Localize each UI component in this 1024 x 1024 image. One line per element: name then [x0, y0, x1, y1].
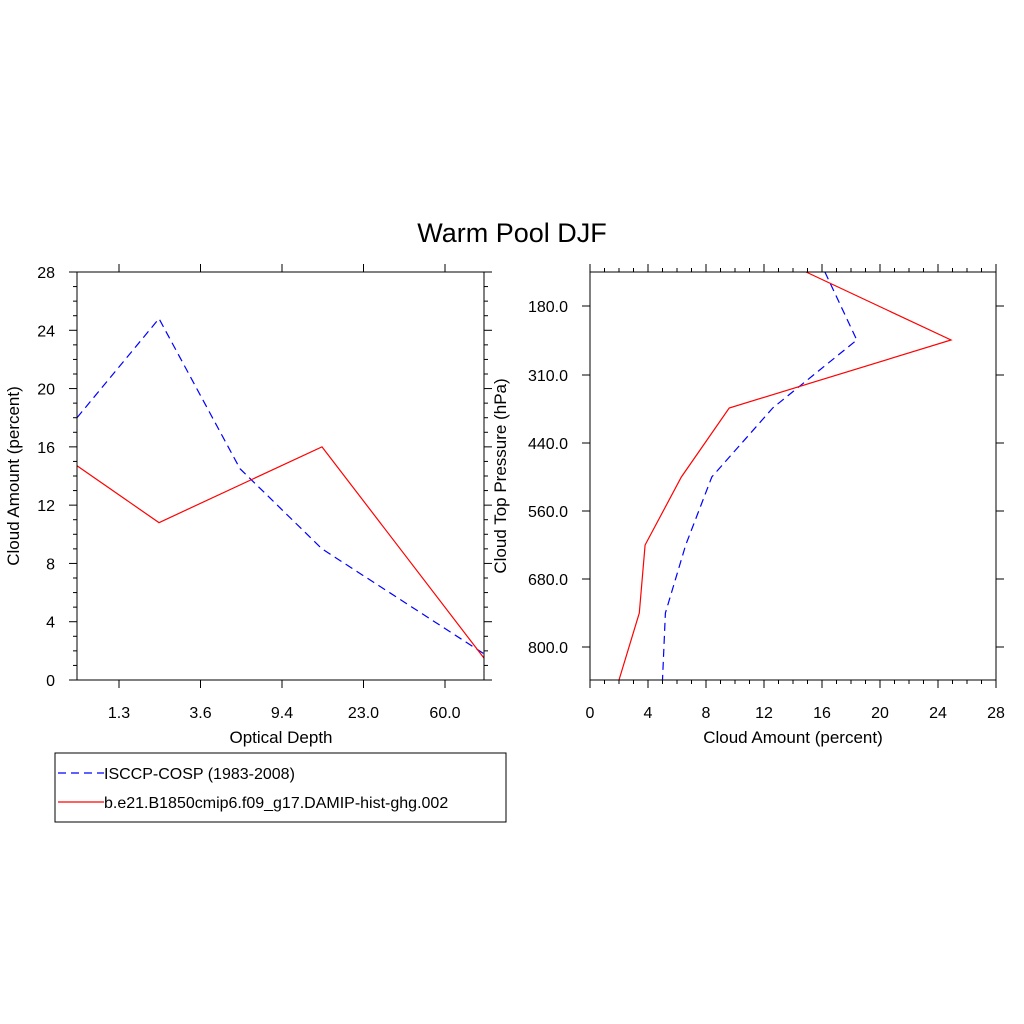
left-xlabel: Optical Depth: [230, 728, 333, 747]
left-plot-frame: [76, 271, 485, 681]
right-ylabel: Cloud Top Pressure (hPa): [491, 378, 510, 573]
right-ytick-label: 680.0: [528, 572, 568, 589]
left-ytick-label: 12: [37, 498, 55, 515]
right-xtick-label: 16: [813, 705, 831, 722]
legend-box: [54, 752, 507, 823]
left-ytick-label: 0: [46, 673, 55, 690]
right-series-isccp: [661, 271, 858, 681]
right-tick-labels: 0 4 8 12 16 20 24 28 180.0 310.0 440.0 560.0 680.0 80…: [528, 299, 1005, 722]
right-ytick-label: 180.0: [528, 299, 568, 316]
left-ytick-label: 8: [46, 556, 55, 573]
left-ytick-label: 24: [37, 323, 55, 340]
legend-label-isccp: ISCCP-COSP (1983-2008): [104, 766, 295, 783]
right-xlabel: Cloud Amount (percent): [703, 728, 883, 747]
right-ytick-label: 310.0: [528, 368, 568, 385]
right-xtick-label: 24: [929, 705, 947, 722]
left-xtick-label: 1.3: [108, 705, 130, 722]
left-xtick-label: 23.0: [348, 705, 379, 722]
left-ticks: [69, 264, 492, 688]
right-xtick-label: 0: [586, 705, 595, 722]
legend: ISCCP-COSP (1983-2008) b.e21.B1850cmip6.…: [54, 752, 507, 823]
right-series-model: [618, 271, 953, 681]
right-ytick-label: 440.0: [528, 436, 568, 453]
legend-label-model: b.e21.B1850cmip6.f09_g17.DAMIP-hist-ghg.…: [104, 795, 448, 812]
left-series: [76, 317, 485, 659]
left-ytick-label: 4: [46, 615, 55, 632]
left-ytick-label: 16: [37, 440, 55, 457]
right-xtick-label: 28: [987, 705, 1005, 722]
right-plot-frame: [589, 271, 997, 681]
left-ytick-label: 28: [37, 265, 55, 282]
left-ytick-label: 20: [37, 382, 55, 399]
right-xtick-label: 8: [702, 705, 711, 722]
left-panel: 0 4 8 12 16 20 24 28 1.3 3.6 9.4 23.0 60.0 Optical D…: [4, 264, 492, 747]
right-ytick-label: 560.0: [528, 504, 568, 521]
left-xtick-label: 60.0: [429, 705, 460, 722]
right-ytick-label: 800.0: [528, 640, 568, 657]
right-xtick-label: 12: [755, 705, 773, 722]
right-ticks: [582, 264, 1004, 688]
left-xtick-label: 9.4: [271, 705, 293, 722]
chart-title: Warm Pool DJF: [417, 218, 607, 248]
right-xtick-label: 20: [871, 705, 889, 722]
left-series-model: [76, 446, 485, 659]
left-ylabel: Cloud Amount (percent): [4, 386, 23, 566]
left-tick-labels: 0 4 8 12 16 20 24 28 1.3 3.6 9.4 23.0 60.0: [37, 265, 460, 722]
left-xtick-label: 3.6: [189, 705, 211, 722]
right-series: [618, 271, 953, 681]
right-panel: 0 4 8 12 16 20 24 28 180.0 310.0 440.0 560.0 680.0 80…: [491, 264, 1005, 747]
left-series-isccp: [76, 317, 485, 655]
right-xtick-label: 4: [644, 705, 653, 722]
